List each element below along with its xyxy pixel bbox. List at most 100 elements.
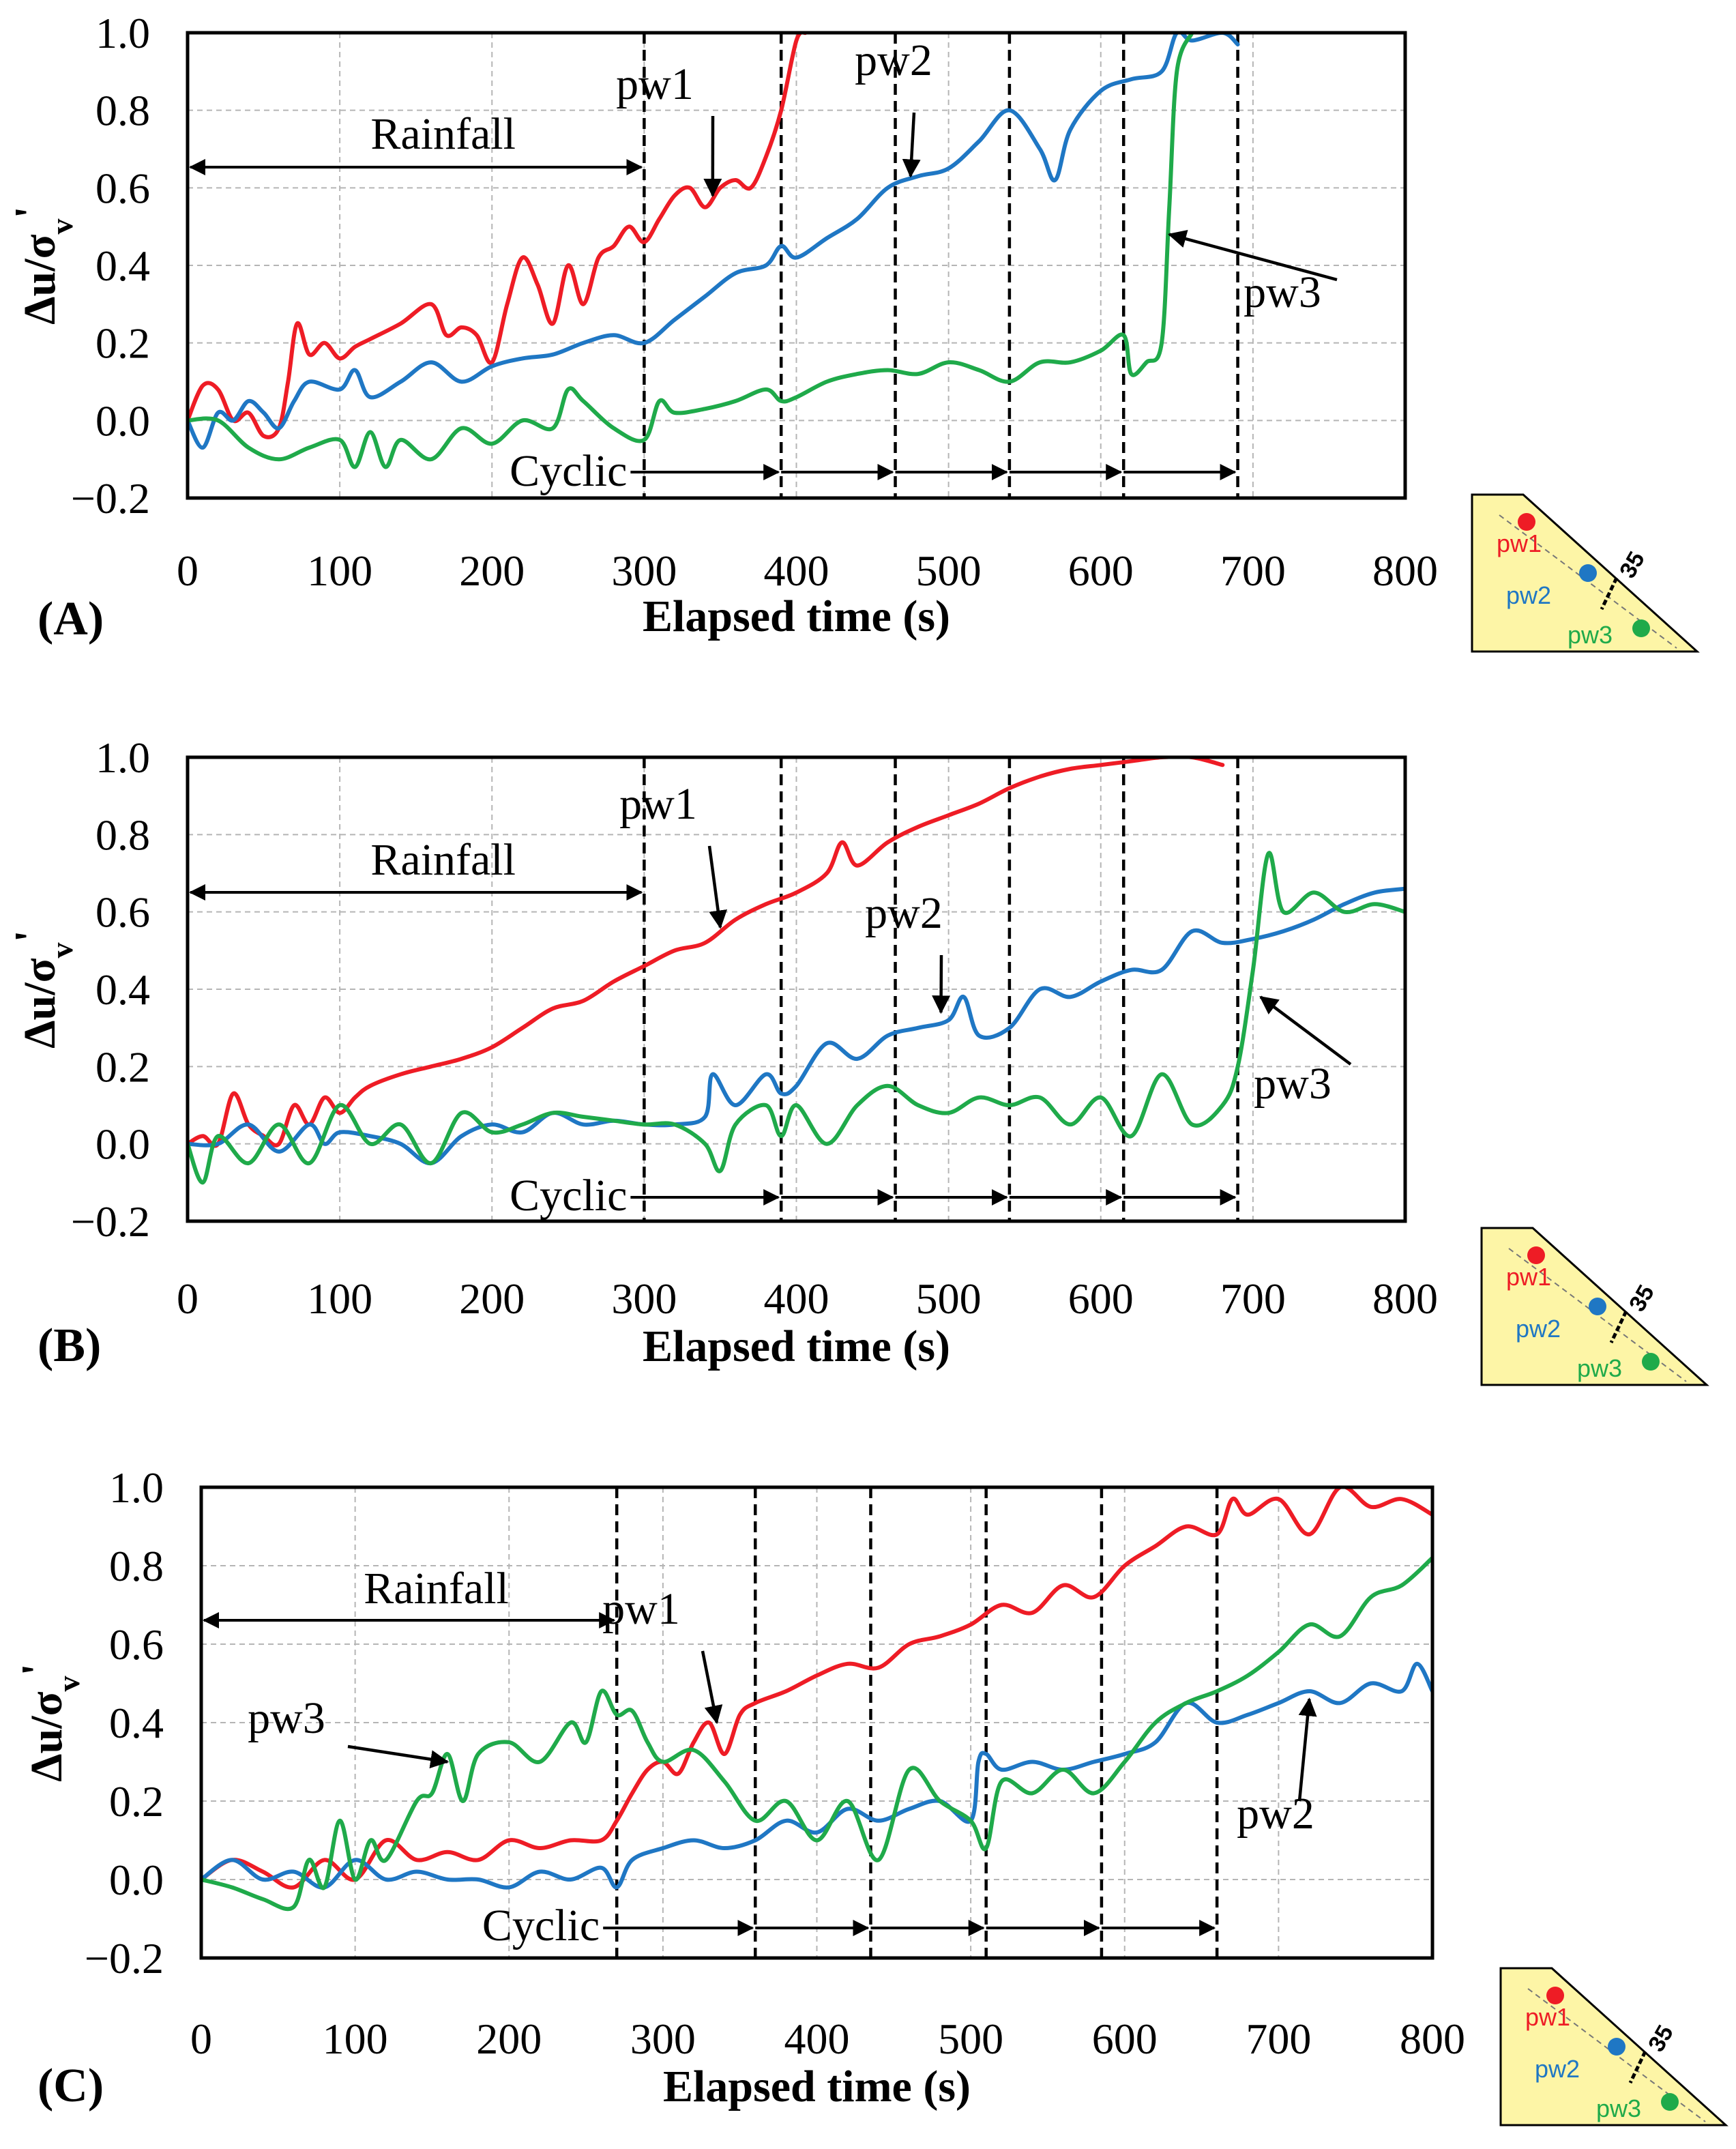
rainfall-label: Rainfall [370,109,516,159]
x-tick-label: 500 [938,2015,1003,2063]
annotation-arrow [902,112,921,178]
chart-panel-a: 1.0 0.8 0.6 0.4 0.2 0.0 −0.2 0 100 200 300 400 500 60… [5,9,1700,653]
slope-marker [1628,2050,1647,2084]
slope-inset: pw1 pw2 pw3 35 [1471,493,1700,653]
x-tick-label: 700 [1246,2015,1311,2063]
x-tick-label: 200 [459,1274,525,1323]
rainfall-label: Rainfall [364,1564,509,1613]
series-line-pw1 [188,757,1225,1148]
sensor-label-pw3: pw3 [1577,1354,1622,1382]
slope-marker [1609,1310,1628,1344]
series-line-pw2 [188,886,1405,1165]
y-tick-label: 0.4 [95,965,150,1014]
panel-label: (C) [38,2060,104,2112]
x-tick-label: 200 [459,546,525,595]
slope-inset: pw1 pw2 pw3 35 [1499,1967,1728,2126]
y-tick-label: −0.2 [71,1197,150,1246]
series-line-pw3 [188,33,1194,469]
chart-panel-c: 1.0 0.8 0.6 0.4 0.2 0.0 −0.2 0 100 200 300 400 500 60… [12,1463,1728,2126]
plot-frame [186,755,1407,1223]
x-tick-label: 200 [476,2015,542,2063]
sensor-label-pw1: pw1 [1506,1263,1551,1291]
x-tick-label: 100 [323,2015,388,2063]
sensor-label-pw1: pw1 [1525,2003,1570,2031]
y-tick-label: 0.6 [95,164,150,212]
x-tick-label: 400 [764,546,829,595]
x-tick-label: 500 [916,546,982,595]
x-tick-label: 0 [190,2015,212,2063]
x-tick-label: 600 [1068,546,1134,595]
x-tick-label: 0 [177,546,198,595]
series-annotation-pw3: pw3 [1254,1059,1332,1109]
slope-angle-label: 35 [1624,1281,1660,1316]
panel-label: (A) [38,593,104,645]
x-tick-label: 0 [177,1274,198,1323]
sensor-dot-pw2 [1579,564,1597,582]
annotation-arrow [701,1650,723,1725]
y-tick-label: 0.0 [95,1120,150,1169]
x-tick-label: 800 [1372,1274,1438,1323]
x-tick-label: 600 [1068,1274,1134,1323]
sensor-dot-pw2 [1589,1298,1606,1315]
series-annotation-pw3: pw3 [248,1693,325,1743]
x-tick-label: 300 [630,2015,696,2063]
sensor-label-pw2: pw2 [1516,1315,1561,1343]
y-tick-label: 0.0 [95,396,150,445]
sensor-dot-pw1 [1546,1987,1564,2004]
x-tick-label: 400 [784,2015,850,2063]
series-line-pw3 [188,851,1405,1185]
y-axis-title: Δu/σv' [5,206,79,325]
y-tick-label: −0.2 [71,474,150,523]
x-tick-label: 700 [1220,1274,1286,1323]
cyclic-label: Cyclic [482,1901,600,1950]
slope-marker [1600,576,1619,611]
series-line-pw1 [188,33,808,439]
x-tick-label: 600 [1092,2015,1158,2063]
y-tick-label: 0.8 [95,87,150,135]
y-tick-label: 0.6 [95,888,150,937]
y-tick-label: 0.2 [95,1042,150,1091]
x-tick-label: 100 [307,1274,372,1323]
x-tick-label: 800 [1372,546,1438,595]
sensor-dot-pw2 [1608,2038,1625,2056]
y-axis-title: Δu/σv' [5,930,79,1049]
y-tick-label: 0.6 [109,1620,164,1669]
y-tick-label: 0.0 [109,1856,164,1904]
x-tick-label: 700 [1220,546,1286,595]
sensor-dot-pw3 [1642,1353,1660,1371]
x-tick-label: 300 [611,546,677,595]
sensor-label-pw2: pw2 [1506,581,1551,609]
x-tick-label: 100 [307,546,372,595]
series-annotation-pw2: pw2 [865,888,943,938]
series-line-pw2 [188,33,1240,450]
series-annotation-pw2: pw2 [1237,1789,1314,1839]
sensor-label-pw3: pw3 [1596,2094,1641,2122]
sensor-dot-pw3 [1632,619,1650,637]
sensor-label-pw2: pw2 [1535,2055,1580,2083]
x-tick-label: 400 [764,1274,829,1323]
slope-inset: pw1 pw2 pw3 35 [1480,1227,1709,1386]
series-annotation-pw1: pw1 [619,779,697,829]
annotation-arrow [347,1744,450,1769]
panel-label: (B) [38,1319,101,1372]
x-tick-label: 500 [916,1274,982,1323]
annotation-arrow [707,845,728,929]
slope-angle-label: 35 [1643,2021,1679,2056]
slope-angle-label: 35 [1615,547,1650,583]
annotation-arrow [1167,229,1338,282]
plot-frame [186,31,1407,500]
y-tick-label: 1.0 [95,733,150,782]
y-tick-label: 0.4 [95,242,150,290]
series-annotation-pw3: pw3 [1244,267,1321,317]
series-annotation-pw1: pw1 [602,1584,680,1634]
plot-frame [199,1485,1435,1960]
x-tick-label: 800 [1400,2015,1465,2063]
y-tick-label: 0.2 [95,319,150,368]
y-tick-label: 1.0 [109,1463,164,1512]
sensor-label-pw3: pw3 [1568,621,1613,649]
annotation-arrow [1259,995,1352,1066]
y-tick-label: 0.8 [109,1542,164,1590]
cyclic-label: Cyclic [510,446,627,496]
y-tick-label: −0.2 [85,1934,164,1983]
